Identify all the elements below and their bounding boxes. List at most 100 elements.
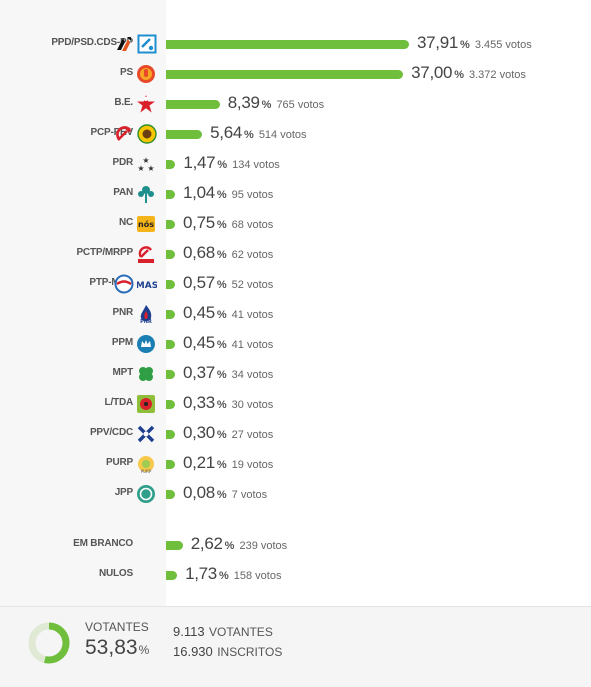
- vote-bar: [166, 130, 203, 139]
- party-logos: nós: [136, 214, 182, 236]
- party-logos: [114, 124, 160, 146]
- party-name: PPM: [111, 337, 133, 348]
- vote-bar: [166, 100, 220, 109]
- votes-count: 27 votos: [232, 429, 274, 441]
- percent-sign: %: [261, 99, 272, 111]
- percent-sign: %: [454, 69, 464, 81]
- turnout-label: VOTANTES: [85, 620, 149, 634]
- result-row: PDR ★ ★ ★ 1,47% 134 votos: [0, 150, 591, 180]
- percentage-value: 0,30: [183, 423, 215, 442]
- party-logos: PNR: [136, 304, 182, 326]
- result-row: PNR PNR 0,45% 41 votos: [0, 300, 591, 330]
- votes-count: 239 votos: [239, 540, 287, 552]
- vote-share: 0,33% 30 votos: [183, 393, 273, 413]
- votes-number: 30: [231, 399, 244, 411]
- party-logos: PURP: [136, 454, 182, 476]
- votes-unit: votos: [246, 309, 274, 321]
- vote-share: 0,45% 41 votos: [183, 333, 273, 353]
- party-name: EM BRANCO: [73, 538, 133, 549]
- vote-bar: [166, 340, 175, 349]
- percent-sign: %: [216, 219, 227, 231]
- votes-number: 134: [232, 159, 251, 171]
- percentage-value: 37,91: [417, 33, 459, 52]
- percentage-value: 0,45: [183, 333, 215, 352]
- svg-text:★: ★: [147, 164, 154, 173]
- ps-fist-icon: [136, 64, 156, 89]
- vote-share: 0,57% 52 votos: [183, 273, 273, 293]
- percentage-value: 37,00: [411, 63, 453, 82]
- vote-bar: [166, 70, 404, 79]
- votes-count: 95 votos: [232, 189, 274, 201]
- result-row: PCTP/MRPP 0,68% 62 votos: [0, 240, 591, 270]
- svg-text:★: ★: [142, 156, 149, 165]
- registered-count: 16.930: [173, 644, 213, 659]
- party-name: B.E.: [114, 97, 133, 108]
- party-logos: [136, 64, 182, 86]
- votes-count: 34 votos: [232, 369, 274, 381]
- votes-count: 7 votos: [232, 489, 267, 501]
- percentage-value: 1,04: [183, 183, 215, 202]
- votes-count: 41 votos: [232, 309, 274, 321]
- vote-bar: [166, 220, 175, 229]
- result-row: JPP 0,08% 7 votos: [0, 480, 591, 510]
- vote-share: 0,08% 7 votos: [183, 483, 267, 503]
- voters-count: 9.113: [173, 624, 205, 639]
- purp-sun-icon: PURP: [136, 454, 156, 479]
- votes-count: 3.372 votos: [469, 69, 526, 81]
- svg-text:PURP: PURP: [141, 469, 152, 474]
- percent-sign: %: [216, 189, 227, 201]
- votes-unit: votos: [240, 489, 268, 501]
- percent-sign: %: [217, 159, 228, 171]
- party-logos: [136, 334, 182, 356]
- percent-sign: %: [224, 540, 235, 552]
- party-name: PCP-PEV: [90, 127, 133, 138]
- percentage-value: 0,75: [183, 213, 215, 232]
- percent-sign: %: [216, 369, 227, 381]
- svg-text:MAS: MAS: [137, 281, 157, 291]
- mas-text-icon: MAS: [136, 274, 158, 299]
- party-name: PPV/CDC: [89, 427, 133, 438]
- votes-number: 3.372: [468, 69, 497, 81]
- pev-sunflower-icon: [137, 124, 157, 149]
- vote-bar: [166, 160, 176, 169]
- vote-share: 37,00% 3.372 votos: [411, 63, 526, 83]
- vote-bar: [166, 40, 409, 49]
- jpp-circle-icon: [136, 484, 156, 509]
- turnout-donut: [28, 622, 70, 664]
- party-name: PNR: [112, 307, 133, 318]
- vote-share: 0,75% 68 votos: [183, 213, 273, 233]
- votes-number: 62: [231, 249, 244, 261]
- votes-number: 3.455: [474, 39, 503, 51]
- votes-count: 30 votos: [232, 399, 274, 411]
- be-star-icon: [136, 94, 156, 119]
- votes-unit: votos: [260, 540, 288, 552]
- vote-bar: [166, 490, 175, 499]
- result-row: MPT 0,37% 34 votos: [0, 360, 591, 390]
- votes-unit: votos: [246, 249, 274, 261]
- percentage-value: 0,45: [183, 303, 215, 322]
- percentage-value: 0,68: [183, 243, 215, 262]
- vote-share: 0,68% 62 votos: [183, 243, 273, 263]
- percentage-value: 0,37: [183, 363, 215, 382]
- result-row: PPV/CDC 0,30% 27 votos: [0, 420, 591, 450]
- party-name: L/TDA: [104, 397, 134, 408]
- vote-bar: [166, 190, 175, 199]
- percent-sign: %: [218, 570, 229, 582]
- votes-unit: votos: [246, 399, 274, 411]
- votes-unit: votos: [505, 39, 532, 51]
- vote-share: 5,64% 514 votos: [210, 123, 306, 143]
- percent-sign: %: [216, 309, 227, 321]
- vote-bar: [166, 541, 183, 550]
- votes-count: 41 votos: [232, 339, 274, 351]
- votes-count: 514 votos: [259, 129, 307, 141]
- percentage-value: 0,21: [183, 453, 215, 472]
- votes-number: 19: [231, 459, 244, 471]
- percentage-value: 0,08: [183, 483, 215, 502]
- result-row: L/TDA 0,33% 30 votos: [0, 390, 591, 420]
- vote-bar: [166, 571, 178, 580]
- party-logos: MAS: [114, 274, 160, 296]
- ppv-x-icon: [136, 424, 156, 449]
- party-name: PDR: [112, 157, 133, 168]
- votes-number: 68: [231, 219, 244, 231]
- votes-unit: votos: [255, 570, 282, 582]
